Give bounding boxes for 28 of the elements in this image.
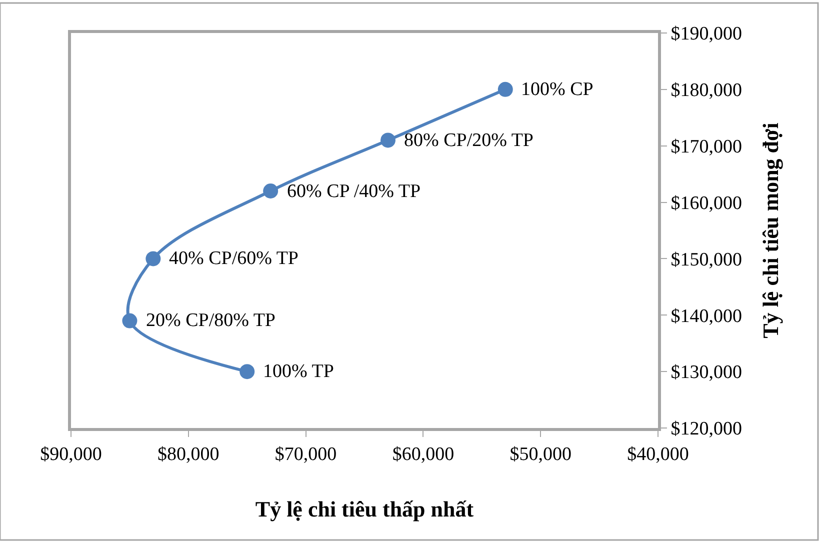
y-axis-title: Tỷ lệ chi tiêu mong đợi — [758, 122, 783, 338]
y-tick-label: $160,000 — [670, 192, 742, 214]
x-tick-label: $80,000 — [158, 444, 220, 465]
annotation: 40% CP/60% TP — [169, 248, 299, 269]
point — [380, 132, 396, 148]
x-tick-label: $70,000 — [274, 444, 337, 465]
y-tick-label: $190,000 — [670, 24, 742, 45]
x-tick-label: $40,000 — [627, 444, 689, 465]
annotation: 100% CP — [521, 79, 594, 100]
x-tick-label: $90,000 — [40, 444, 102, 465]
point — [240, 364, 255, 380]
y-tick-label: $140,000 — [670, 306, 742, 327]
annotation: 100% TP — [263, 361, 334, 382]
point — [498, 82, 513, 97]
y-tick-label: $180,000 — [670, 80, 742, 102]
y-tick-label: $120,000 — [670, 418, 742, 440]
point — [263, 184, 278, 198]
annotation: 20% CP/80% TP — [146, 310, 276, 331]
point — [146, 251, 161, 266]
y-tick-label: $170,000 — [670, 136, 742, 158]
point — [122, 313, 138, 328]
x-axis-title: Tỷ lệ chi tiêu thấp nhất — [255, 496, 474, 522]
annotation: 80% CP/20% TP — [404, 130, 534, 151]
y-tick-label: $150,000 — [670, 249, 742, 270]
annotation: 60% CP /40% TP — [287, 181, 421, 202]
x-tick-label: $50,000 — [510, 444, 572, 465]
y-tick-label: $130,000 — [670, 362, 742, 384]
x-tick-label: $60,000 — [392, 444, 454, 465]
